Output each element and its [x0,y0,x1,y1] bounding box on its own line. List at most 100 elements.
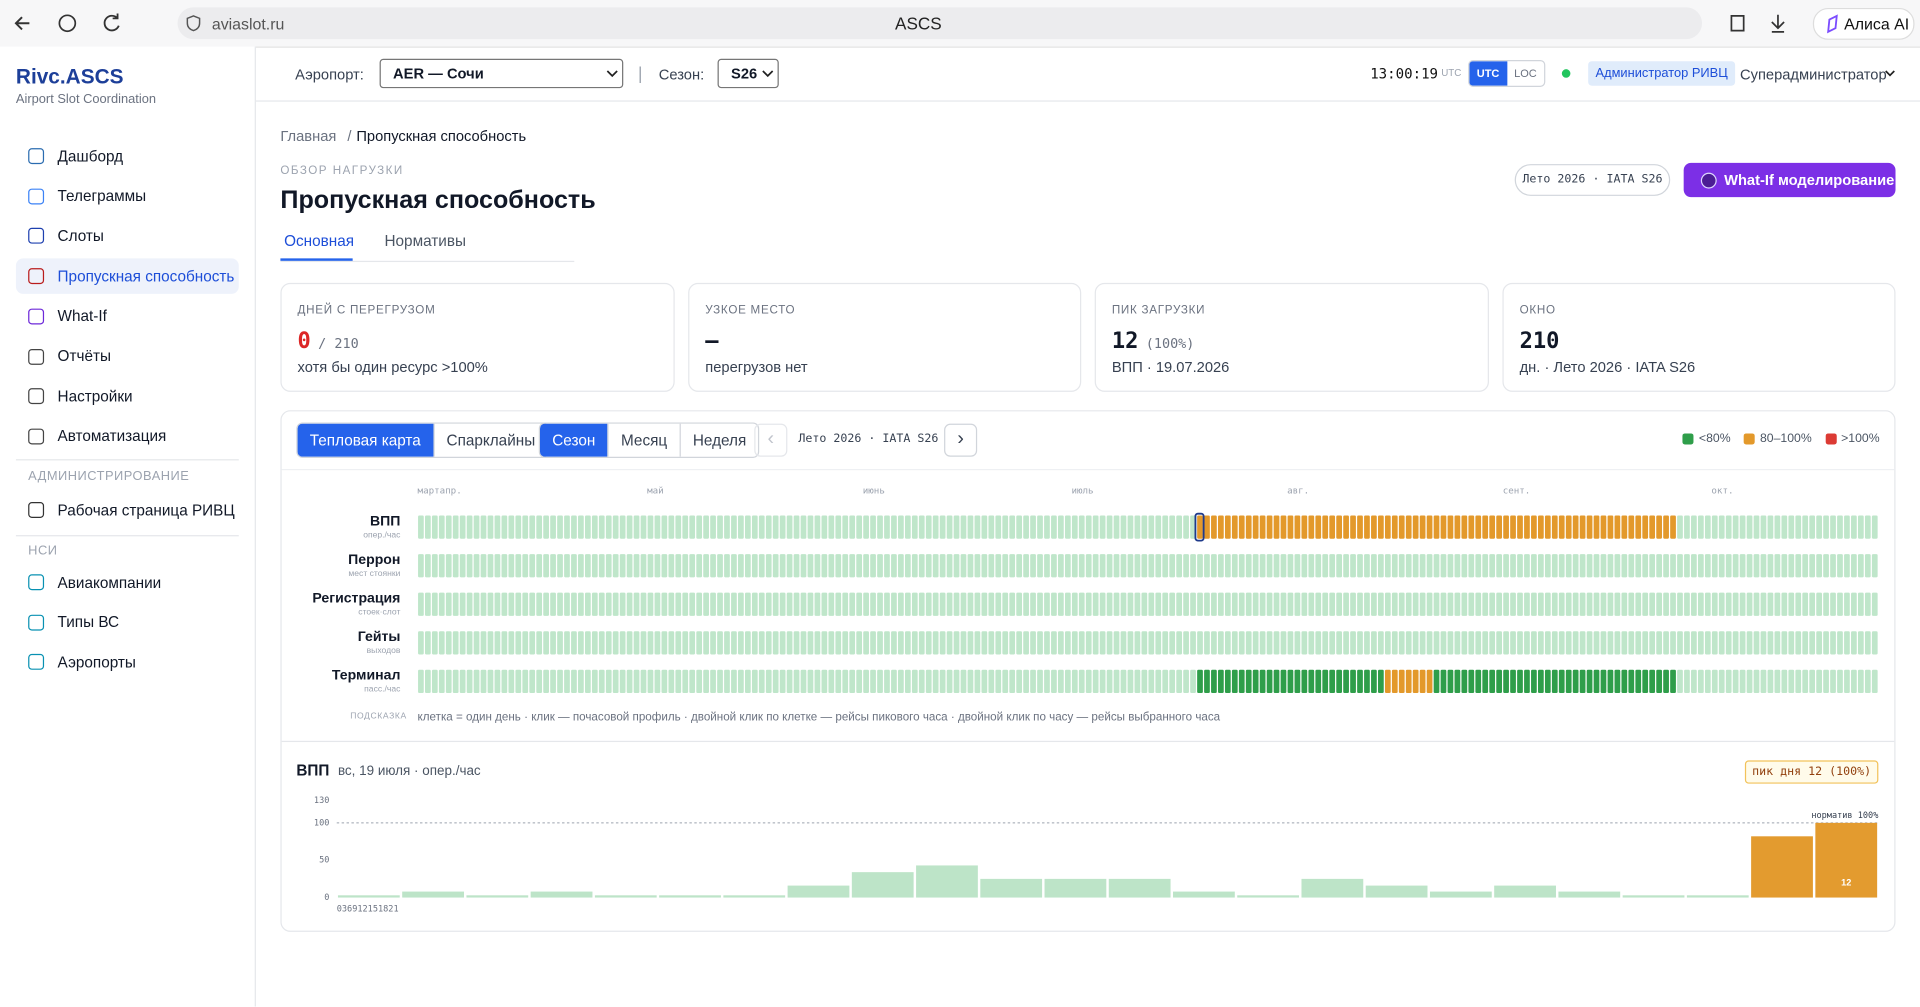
day-cell[interactable] [466,592,473,616]
day-cell[interactable] [418,669,424,694]
day-cell[interactable] [1551,554,1558,578]
day-cell[interactable] [445,669,452,694]
day-cell[interactable] [1718,592,1725,616]
day-cell[interactable] [1607,631,1614,655]
day-cell[interactable] [1218,515,1224,539]
bar[interactable] [851,872,914,898]
day-cell[interactable] [1642,515,1649,539]
day-cell[interactable] [1857,592,1864,616]
bar[interactable] [916,865,978,898]
day-cell[interactable] [1085,554,1092,578]
day-cell[interactable] [724,554,730,578]
day-cell[interactable] [981,515,988,539]
day-cell[interactable] [466,554,473,578]
day-cell[interactable] [647,515,654,539]
day-cell[interactable] [1621,669,1628,694]
day-cell[interactable] [1844,669,1850,694]
day-cell[interactable] [1440,515,1447,539]
day-cell[interactable] [758,669,765,694]
day-cell[interactable] [1649,515,1656,539]
day-cell[interactable] [1426,669,1433,694]
day-cell[interactable] [807,669,814,694]
day-cell[interactable] [668,515,675,539]
day-cell[interactable] [988,592,995,616]
day-cell[interactable] [932,515,939,539]
day-cell[interactable] [1739,592,1746,616]
day-cell[interactable] [1287,515,1294,539]
day-cell[interactable] [703,515,709,539]
day-cell[interactable] [1551,669,1558,694]
day-cell[interactable] [522,669,529,694]
day-cell[interactable] [1204,631,1210,655]
day-cell[interactable] [1600,669,1607,694]
day-cell[interactable] [1037,554,1043,578]
day-cell[interactable] [1837,515,1843,539]
day-cell[interactable] [424,669,431,694]
day-cell[interactable] [487,631,494,655]
day-cell[interactable] [1517,554,1523,578]
day-cell[interactable] [1134,592,1141,616]
day-cell[interactable] [786,631,793,655]
day-cell[interactable] [807,592,814,616]
day-cell[interactable] [1851,631,1857,655]
day-cell[interactable] [765,515,772,539]
day-cell[interactable] [1023,669,1029,694]
day-cell[interactable] [529,515,536,539]
day-cell[interactable] [974,592,981,616]
day-cell[interactable] [571,554,577,578]
day-cell[interactable] [1746,554,1753,578]
day-cell[interactable] [1558,554,1565,578]
day-cell[interactable] [1565,631,1572,655]
day-cell[interactable] [925,592,932,616]
day-cell[interactable] [1558,631,1565,655]
day-cell[interactable] [1816,554,1822,578]
day-cell[interactable] [1412,554,1419,578]
day-cell[interactable] [612,554,619,578]
day-cell[interactable] [578,631,584,655]
day-cell[interactable] [1287,554,1294,578]
day-cell[interactable] [536,592,543,616]
day-cell[interactable] [1127,515,1134,539]
day-cell[interactable] [1391,515,1398,539]
day-cell[interactable] [647,631,654,655]
day-cell[interactable] [1412,669,1419,694]
bar[interactable] [1173,891,1235,898]
back-button[interactable] [14,16,30,31]
day-cell[interactable] [1384,669,1391,694]
day-cell[interactable] [870,592,876,616]
day-cell[interactable] [1503,554,1509,578]
day-cell[interactable] [1711,515,1718,539]
day-cell[interactable] [1169,515,1176,539]
day-cell[interactable] [1419,554,1426,578]
day-cell[interactable] [1795,592,1802,616]
day-cell[interactable] [1336,515,1343,539]
day-cell[interactable] [459,515,466,539]
day-cell[interactable] [682,592,689,616]
bar[interactable] [1751,836,1813,898]
day-cell[interactable] [1155,669,1162,694]
day-cell[interactable] [1656,669,1662,694]
bar[interactable] [1622,895,1685,898]
day-cell[interactable] [1322,592,1329,616]
day-cell[interactable] [751,592,758,616]
day-cell[interactable] [1058,592,1064,616]
day-cell[interactable] [724,515,730,539]
day-cell[interactable] [1350,669,1356,694]
day-cell[interactable] [640,592,647,616]
day-cell[interactable] [689,554,696,578]
day-cell[interactable] [612,631,619,655]
day-cell[interactable] [675,554,682,578]
day-cell[interactable] [1197,592,1203,616]
day-cell[interactable] [1162,631,1169,655]
day-cell[interactable] [1614,554,1621,578]
day-cell[interactable] [1454,631,1461,655]
day-cell[interactable] [1322,669,1329,694]
day-cell[interactable] [1113,515,1120,539]
day-cell[interactable] [459,592,466,616]
day-cell[interactable] [682,631,689,655]
day-cell[interactable] [1002,592,1009,616]
day-cell[interactable] [1774,554,1781,578]
day-cell[interactable] [1447,631,1454,655]
day-cell[interactable] [1857,631,1864,655]
bar[interactable] [1815,822,1878,898]
